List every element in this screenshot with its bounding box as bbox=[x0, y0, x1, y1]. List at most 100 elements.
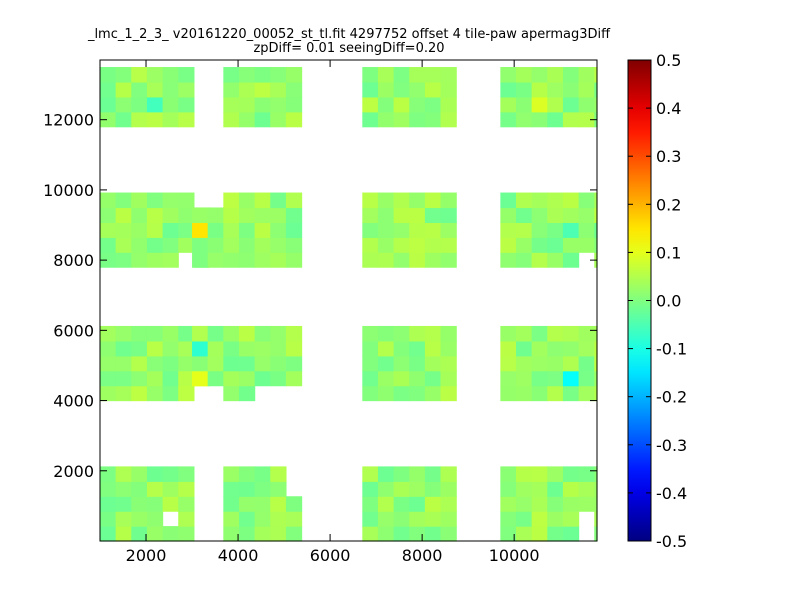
heatmap-cell bbox=[424, 325, 442, 342]
heatmap-cell bbox=[500, 340, 517, 357]
heatmap-cell bbox=[424, 96, 442, 113]
heatmap-cell bbox=[409, 81, 426, 98]
colorbar-tick-label: 0.5 bbox=[656, 51, 681, 70]
heatmap-cell bbox=[500, 96, 517, 113]
heatmap-cell bbox=[500, 222, 517, 238]
heatmap-cell bbox=[362, 340, 379, 357]
heatmap-cell bbox=[424, 355, 442, 372]
heatmap-cell bbox=[270, 496, 287, 512]
heatmap-cell bbox=[192, 252, 209, 268]
heatmap-cell bbox=[516, 111, 533, 128]
heatmap-cell bbox=[362, 325, 379, 342]
heatmap-cell bbox=[531, 237, 548, 253]
heatmap-cell bbox=[377, 526, 395, 542]
heatmap-cell bbox=[238, 237, 256, 253]
heatmap-cell bbox=[377, 222, 395, 238]
heatmap-cell bbox=[547, 207, 564, 223]
heatmap-cell bbox=[562, 385, 580, 402]
heatmap-cell bbox=[393, 370, 410, 387]
heatmap-cell bbox=[594, 481, 598, 497]
heatmap-cell bbox=[516, 325, 533, 342]
heatmap-cell bbox=[223, 207, 240, 223]
heatmap-cell bbox=[500, 252, 517, 268]
heatmap-cell bbox=[516, 67, 533, 83]
heatmap-cell bbox=[409, 222, 426, 238]
heatmap-cell bbox=[207, 237, 224, 253]
x-tick-label: 4000 bbox=[218, 546, 259, 565]
heatmap-cell bbox=[362, 496, 379, 512]
heatmap-cell bbox=[115, 481, 132, 497]
heatmap-cell bbox=[285, 192, 303, 209]
heatmap-cell bbox=[100, 96, 117, 113]
heatmap-cell bbox=[100, 252, 117, 268]
heatmap-cell bbox=[146, 481, 164, 497]
heatmap-cell bbox=[562, 481, 580, 497]
heatmap-cell bbox=[285, 111, 303, 128]
heatmap-cell bbox=[562, 340, 580, 357]
heatmap-cell bbox=[285, 81, 303, 98]
heatmap-cell bbox=[393, 111, 410, 128]
heatmap-cell bbox=[207, 222, 224, 238]
heatmap-cell bbox=[270, 252, 287, 268]
heatmap-cell bbox=[146, 325, 164, 342]
heatmap-cell bbox=[223, 325, 240, 342]
heatmap-cell bbox=[178, 81, 195, 98]
heatmap-cell bbox=[547, 385, 564, 402]
heatmap-cell bbox=[207, 207, 224, 223]
heatmap-cell bbox=[131, 67, 148, 83]
heatmap-cell bbox=[377, 192, 395, 209]
heatmap-cell bbox=[424, 496, 442, 512]
heatmap-cell bbox=[531, 496, 548, 512]
heatmap-cell bbox=[162, 466, 179, 482]
heatmap-cell bbox=[178, 466, 195, 482]
heatmap-cell bbox=[270, 340, 287, 357]
heatmap-cell bbox=[223, 67, 240, 83]
heatmap-cell bbox=[285, 207, 303, 223]
heatmap-cell bbox=[146, 526, 164, 542]
heatmap-cell bbox=[207, 340, 224, 357]
heatmap-cell bbox=[516, 237, 533, 253]
colorbar: 0.5 0.4 0.3 0.2 0.1 0.0 -0.1 -0.2 -0.3 -0.4 -0.5 bbox=[627, 51, 687, 551]
heatmap-cell bbox=[162, 252, 179, 268]
heatmap-cell bbox=[162, 526, 179, 542]
heatmap-cell bbox=[254, 252, 271, 268]
heatmap-cell bbox=[578, 355, 595, 372]
colorbar-tick-label: -0.2 bbox=[656, 388, 687, 407]
heatmap-cell bbox=[192, 207, 209, 223]
heatmap-cell bbox=[192, 355, 209, 372]
heatmap-cell bbox=[162, 96, 179, 113]
heatmap-cell bbox=[409, 111, 426, 128]
heatmap-cell bbox=[516, 385, 533, 402]
heatmap-cell bbox=[440, 340, 457, 357]
heatmap-cell bbox=[594, 237, 598, 253]
heatmap-cell bbox=[594, 192, 598, 209]
heatmap-cell bbox=[500, 385, 517, 402]
heatmap-cell bbox=[238, 111, 256, 128]
heatmap-cell bbox=[192, 370, 209, 387]
heatmap-cell bbox=[547, 252, 564, 268]
heatmap-cell bbox=[178, 207, 195, 223]
heatmap-cell bbox=[409, 96, 426, 113]
heatmap-cell bbox=[547, 222, 564, 238]
colorbar-tick-label: 0.0 bbox=[656, 292, 681, 311]
heatmap-cell bbox=[500, 526, 517, 542]
heatmap-cell bbox=[500, 496, 517, 512]
heatmap-cell bbox=[562, 325, 580, 342]
heatmap-cell bbox=[285, 340, 303, 357]
heatmap-cell bbox=[578, 370, 595, 387]
heatmap-cell bbox=[270, 355, 287, 372]
heatmap-cell bbox=[424, 207, 442, 223]
heatmap-cell bbox=[223, 340, 240, 357]
heatmap-cell bbox=[285, 355, 303, 372]
colorbar-tick-label: 0.4 bbox=[656, 99, 681, 118]
heatmap-cell bbox=[424, 370, 442, 387]
heatmap-cell bbox=[254, 207, 271, 223]
heatmap-cell bbox=[100, 355, 117, 372]
heatmap-cell bbox=[131, 252, 148, 268]
heatmap-cell bbox=[516, 192, 533, 209]
heatmap-cell bbox=[285, 325, 303, 342]
heatmap-cell bbox=[393, 207, 410, 223]
heatmap-cell bbox=[594, 511, 598, 527]
heatmap-cell bbox=[562, 222, 580, 238]
